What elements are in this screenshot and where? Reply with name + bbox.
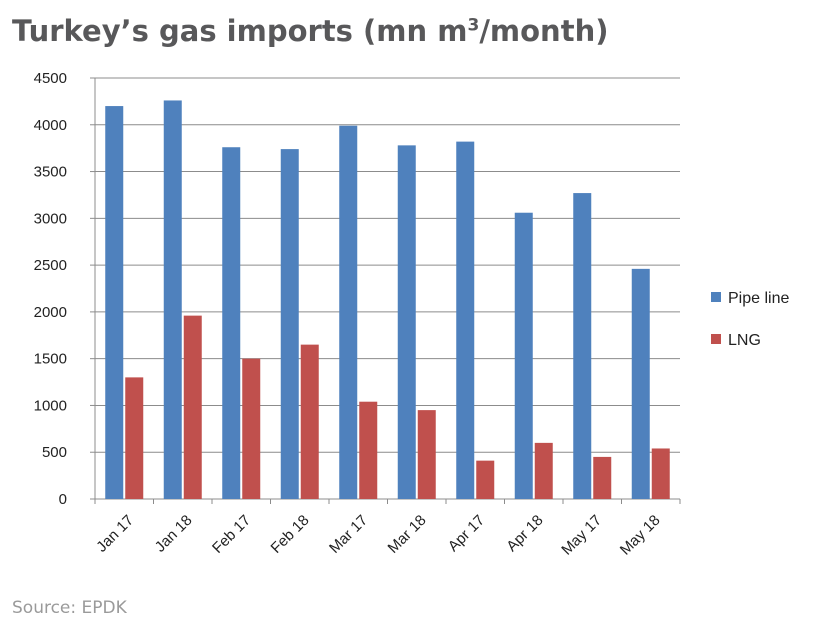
x-tick-labels: Jan 17 Jan 18 Feb 17 Feb 18 Mar 17 Mar 18 Apr … [93,512,663,559]
x-tick-label: Apr 18 [503,512,546,555]
y-tick-label: 3000 [34,210,67,227]
bar-pipeline-jan-18 [163,100,182,499]
bar-pipeline-feb-17 [222,147,241,499]
x-tick-label: Mar 17 [326,512,371,557]
x-tick-label: May 18 [617,512,664,559]
y-tick-label: 4000 [34,117,67,134]
x-tick-label: Mar 18 [385,512,430,557]
legend-swatch-pipeline [711,292,721,302]
x-tick-label: Feb 17 [209,512,254,557]
bar-pipeline-jan-17 [105,106,124,500]
y-tick-labels: 0 500 1000 1500 2000 2500 3000 3500 4000 4500 [34,70,67,508]
x-tick-label: Apr 17 [445,512,488,555]
y-tick-label: 4500 [34,70,67,87]
x-tick-label: Jan 18 [152,512,196,556]
y-tick-label: 3500 [34,164,67,181]
bar-lng-jan-17 [125,377,144,499]
bar-pipeline-apr-18 [514,212,533,499]
bar-pipeline-feb-18 [280,149,299,499]
y-tick-label: 500 [42,444,67,461]
chart-title: Turkey’s gas imports (mn m3/month) [12,14,609,48]
legend-swatch-lng [711,334,721,344]
bar-pipeline-mar-18 [397,145,416,500]
x-tick-label: Jan 17 [93,512,137,556]
bars [105,100,670,500]
bar-pipeline-mar-17 [339,125,358,500]
bar-lng-may-18 [651,448,670,499]
y-tick-label: 2500 [34,257,67,274]
legend-label-pipeline: Pipe line [728,290,789,307]
grid-lines [95,77,680,500]
y-tick-label: 0 [59,491,67,508]
bar-lng-mar-17 [359,401,378,499]
bar-lng-feb-17 [242,358,261,499]
bar-lng-jan-18 [183,315,202,499]
y-tick-label: 1000 [34,397,67,414]
source-note: Source: EPDK [12,598,127,618]
bar-lng-apr-17 [476,460,495,499]
bar-lng-may-17 [593,456,612,499]
bar-pipeline-may-17 [573,193,592,499]
legend-label-lng: LNG [728,332,761,349]
y-tick-label: 1500 [34,351,67,368]
bar-pipeline-apr-17 [456,141,475,499]
bar-lng-feb-18 [300,344,319,499]
legend: Pipe line LNG [711,290,789,349]
x-tick-label: Feb 18 [268,512,313,557]
x-tick-label: May 17 [558,512,605,559]
y-tick-label: 2000 [34,304,67,321]
bar-pipeline-may-18 [631,268,650,499]
bar-lng-apr-18 [534,442,553,499]
bar-lng-mar-18 [417,410,436,499]
